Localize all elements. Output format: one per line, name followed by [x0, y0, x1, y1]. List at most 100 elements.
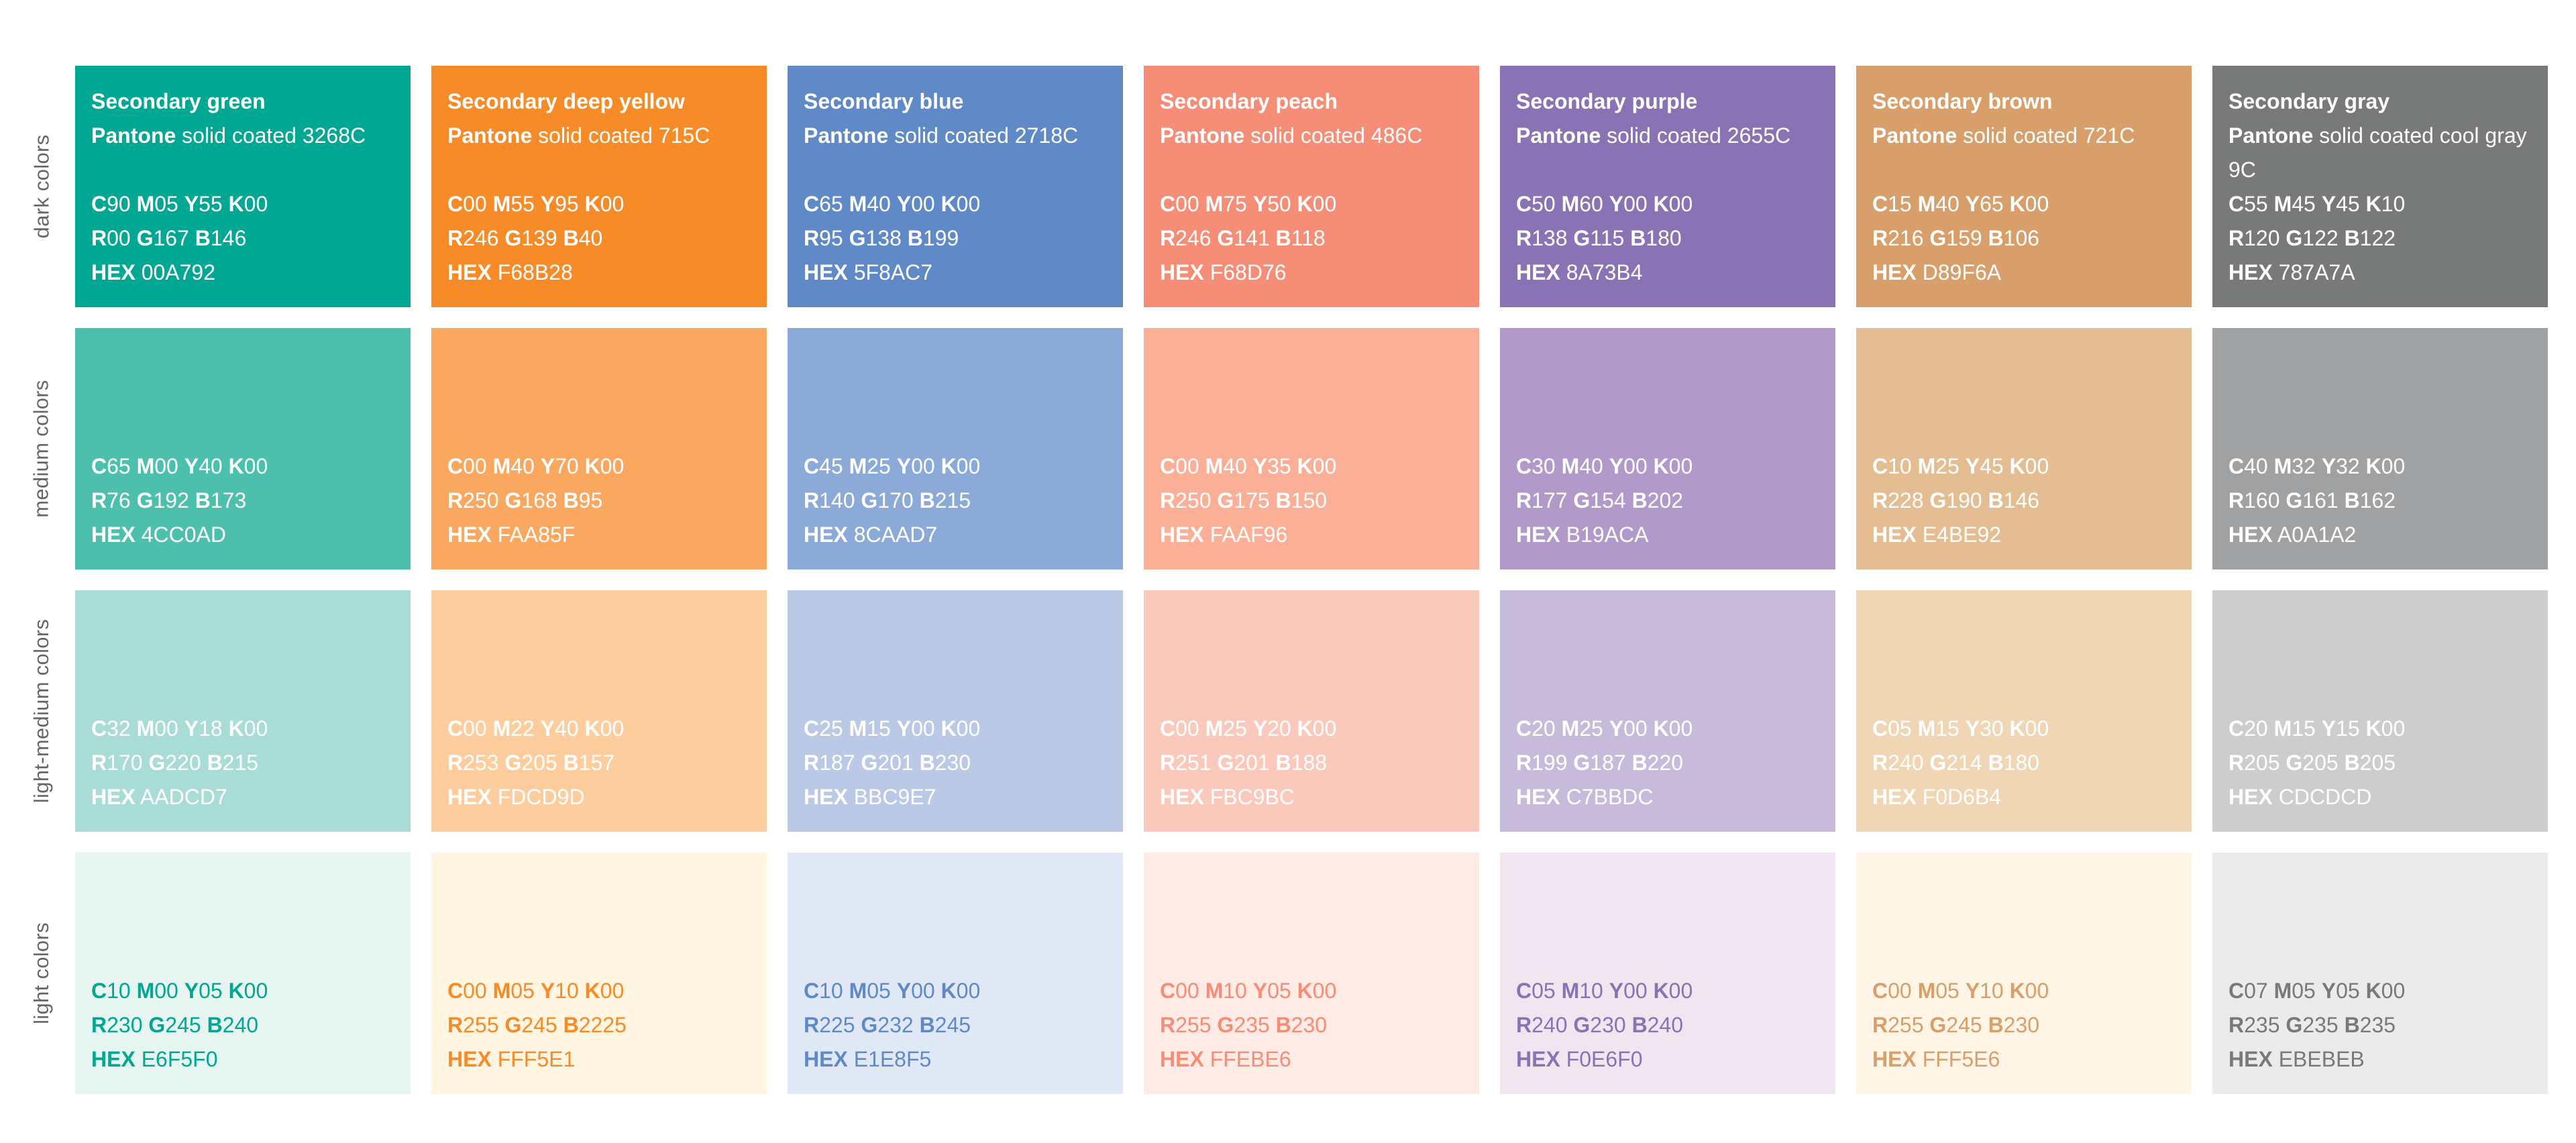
- pantone-value: solid coated 721C: [1963, 123, 2135, 148]
- rgb-letter: R: [447, 488, 464, 512]
- rgb-value: 215: [934, 488, 971, 512]
- cmyk-letter: Y: [1252, 192, 1268, 216]
- hex-value: F68B28: [497, 260, 573, 284]
- swatch-title: Secondary gray: [2229, 89, 2390, 113]
- hex-value: FFF5E6: [1922, 1047, 2000, 1071]
- hex-value: EBEBEB: [2278, 1047, 2365, 1071]
- cmyk-value: 45: [1980, 454, 2004, 478]
- cmyk-letter: K: [228, 716, 244, 741]
- cmyk-value: 30: [1980, 716, 2004, 741]
- rgb-value: 240: [1532, 1013, 1568, 1037]
- rgb-value: 00: [107, 226, 131, 250]
- rgb-letter: B: [1275, 751, 1291, 775]
- cmyk-letter: M: [1561, 454, 1580, 478]
- rgb-letter: B: [2344, 226, 2360, 250]
- hex-label: HEX: [1872, 785, 1917, 809]
- cmyk-line: C20 M25 Y00 K00: [1516, 712, 1819, 746]
- hex-line: HEX A0A1A2: [2229, 518, 2532, 552]
- rgb-line: R120 G122 B122: [2229, 221, 2532, 256]
- hex-label: HEX: [1516, 260, 1560, 284]
- rgb-value: 240: [1647, 1013, 1684, 1037]
- cmyk-line: C00 M75 Y50 K00: [1160, 187, 1463, 221]
- cmyk-letter: C: [804, 716, 820, 741]
- rgb-value: 170: [107, 751, 143, 775]
- hex-label: HEX: [1872, 260, 1917, 284]
- cmyk-value: 50: [1532, 192, 1556, 216]
- hex-line: HEX CDCDCD: [2229, 780, 2532, 814]
- cmyk-line: C65 M00 Y40 K00: [91, 449, 394, 484]
- swatch-title: Secondary deep yellow: [447, 89, 685, 113]
- rgb-value: 230: [1590, 1013, 1626, 1037]
- color-swatch: C10 M25 Y45 K00 R228 G190 B146 HEX E4BE92: [1856, 328, 2192, 569]
- hex-label: HEX: [447, 523, 492, 547]
- rgb-letter: G: [136, 226, 154, 250]
- cmyk-value: 00: [154, 454, 178, 478]
- cmyk-letter: M: [2273, 454, 2292, 478]
- rgb-line: R160 G161 B162: [2229, 484, 2532, 518]
- cmyk-value: 50: [1267, 192, 1291, 216]
- hex-line: HEX 4CC0AD: [91, 518, 394, 552]
- cmyk-letter: Y: [896, 454, 912, 478]
- hex-label: HEX: [2229, 1047, 2273, 1071]
- cmyk-value: 45: [2336, 192, 2360, 216]
- color-swatch: C20 M25 Y00 K00 R199 G187 B220 HEX C7BBDC: [1500, 590, 1835, 832]
- rgb-line: R76 G192 B173: [91, 484, 394, 518]
- cmyk-letter: M: [136, 716, 155, 741]
- rgb-value: 157: [578, 751, 615, 775]
- cmyk-line: C50 M60 Y00 K00: [1516, 187, 1819, 221]
- swatch-title: Secondary brown: [1872, 89, 2053, 113]
- cmyk-letter: M: [2273, 979, 2292, 1003]
- rgb-value: 216: [1888, 226, 1924, 250]
- hex-value: F0E6F0: [1566, 1047, 1643, 1071]
- cmyk-letter: Y: [2321, 716, 2337, 741]
- cmyk-letter: M: [492, 192, 511, 216]
- cmyk-value: 25: [819, 716, 843, 741]
- rgb-value: 228: [1888, 488, 1924, 512]
- cmyk-letter: Y: [2321, 979, 2337, 1003]
- rgb-value: 199: [922, 226, 959, 250]
- cmyk-letter: Y: [184, 192, 199, 216]
- rgb-value: 187: [819, 751, 855, 775]
- cmyk-value: 15: [1935, 716, 1960, 741]
- cmyk-letter: M: [1561, 716, 1580, 741]
- cmyk-value: 45: [2292, 192, 2316, 216]
- cmyk-value: 00: [600, 454, 625, 478]
- rgb-letter: B: [2344, 751, 2360, 775]
- cmyk-letter: Y: [1609, 979, 1624, 1003]
- hex-value: D89F6A: [1922, 260, 2002, 284]
- rgb-letter: R: [804, 488, 820, 512]
- hex-line: HEX E4BE92: [1872, 518, 2176, 552]
- hex-label: HEX: [2229, 523, 2273, 547]
- rgb-value: 192: [153, 488, 189, 512]
- cmyk-value: 00: [463, 192, 487, 216]
- swatch-title: Secondary blue: [804, 89, 964, 113]
- hex-line: HEX 8CAAD7: [804, 518, 1107, 552]
- cmyk-value: 10: [1223, 979, 1247, 1003]
- cmyk-value: 00: [1175, 979, 1199, 1003]
- rgb-value: 251: [1175, 751, 1212, 775]
- cmyk-letter: Y: [184, 716, 199, 741]
- pantone-line: Pantone solid coated 3268C: [91, 119, 394, 153]
- hex-line: HEX FAAF96: [1160, 518, 1463, 552]
- rgb-value: 106: [2003, 226, 2040, 250]
- hex-line: HEX B19ACA: [1516, 518, 1819, 552]
- cmyk-value: 32: [2336, 454, 2360, 478]
- cmyk-letter: Y: [1965, 192, 1980, 216]
- rgb-value: 180: [1646, 226, 1682, 250]
- cmyk-value: 20: [1532, 716, 1556, 741]
- rgb-value: 250: [463, 488, 499, 512]
- color-swatch: C00 M40 Y35 K00 R250 G175 B150 HEX FAAF96: [1144, 328, 1479, 569]
- rgb-value: 235: [2302, 1013, 2339, 1037]
- rgb-letter: R: [2229, 751, 2245, 775]
- rgb-value: 246: [1175, 226, 1212, 250]
- cmyk-letter: M: [1205, 192, 1224, 216]
- pantone-value: solid coated 715C: [538, 123, 710, 148]
- rgb-value: 160: [2244, 488, 2280, 512]
- cmyk-value: 25: [1935, 454, 1960, 478]
- hex-value: FFEBE6: [1210, 1047, 1291, 1071]
- cmyk-letter: K: [2365, 454, 2381, 478]
- hex-line: HEX BBC9E7: [804, 780, 1107, 814]
- pantone-prefix: Pantone: [1872, 123, 1957, 148]
- rgb-value: 253: [463, 751, 499, 775]
- rgb-letter: G: [861, 1013, 878, 1037]
